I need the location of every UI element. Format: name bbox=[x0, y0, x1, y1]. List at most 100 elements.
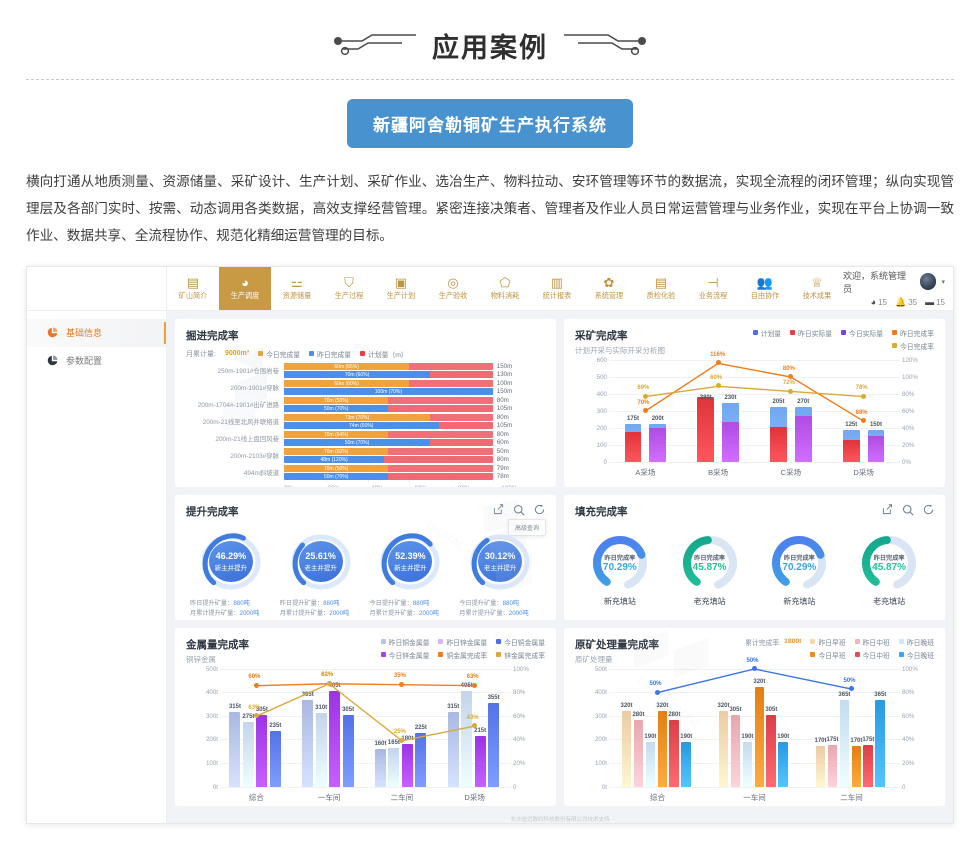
actual-bar[interactable] bbox=[722, 422, 739, 462]
actual-bar[interactable]: 70m (50%) bbox=[284, 397, 389, 405]
actual-bar[interactable]: 60m (60%) bbox=[284, 380, 410, 388]
bar[interactable] bbox=[329, 690, 341, 787]
bar[interactable] bbox=[718, 711, 729, 787]
bar[interactable] bbox=[388, 747, 400, 787]
bar[interactable] bbox=[815, 746, 826, 787]
bar[interactable] bbox=[256, 714, 268, 787]
legend-item[interactable]: 今日早班 bbox=[810, 650, 846, 660]
nav-item-5[interactable]: ◎ 生产验收 bbox=[427, 267, 479, 310]
sidebar-item-param-config[interactable]: 参数配置 bbox=[27, 347, 166, 375]
user-area[interactable]: 欢迎，系统管理员 ▾ ◕ 15 🔔 35 ▬ 15 bbox=[843, 267, 953, 310]
legend-item[interactable]: 昨日铜金属量 bbox=[380, 637, 429, 647]
legend-item[interactable]: 昨日早班 bbox=[810, 637, 846, 647]
nav-item-2[interactable]: ⚍ 资源储量 bbox=[271, 267, 323, 310]
plan-bar[interactable]: 50m (70%) bbox=[284, 439, 493, 447]
actual-bar[interactable]: 70m (50%) bbox=[284, 465, 389, 473]
bar[interactable] bbox=[645, 741, 656, 787]
actual-bar[interactable]: 70m (60%) bbox=[284, 448, 389, 456]
plan-bar[interactable]: 70m (50%) bbox=[284, 397, 493, 405]
plan-bar[interactable]: 70m (50%) bbox=[284, 465, 493, 473]
actual-bar[interactable] bbox=[697, 396, 715, 462]
bar[interactable] bbox=[229, 712, 241, 787]
actual-bar[interactable]: 74m (60%) bbox=[284, 422, 439, 430]
legend-item[interactable]: 铜金属完成率 bbox=[438, 650, 487, 660]
plan-bar[interactable]: 50m (70%) bbox=[284, 405, 493, 413]
plan-bar[interactable]: 60m (66%) bbox=[284, 363, 493, 371]
legend-item[interactable]: 今日中班 bbox=[854, 650, 890, 660]
bar[interactable] bbox=[633, 720, 644, 787]
plan-bar[interactable]: 73m (70%) bbox=[284, 414, 493, 422]
bar[interactable] bbox=[657, 711, 668, 787]
plan-bar[interactable]: 70m (60%) bbox=[284, 371, 493, 379]
counter[interactable]: 🔔 35 bbox=[895, 297, 917, 308]
sidebar-item-basic-info[interactable]: 基础信息 bbox=[27, 318, 166, 347]
plan-bar[interactable]: 70m (64%) bbox=[284, 431, 493, 439]
bar[interactable] bbox=[875, 700, 886, 787]
actual-bar[interactable]: 73m (70%) bbox=[284, 414, 431, 422]
legend-item[interactable]: 今日铜金属量 bbox=[496, 637, 545, 647]
refresh-icon[interactable] bbox=[923, 504, 934, 515]
plan-bar[interactable]: 74m (60%) bbox=[284, 422, 493, 430]
nav-item-12[interactable]: ♕ 技术成果 bbox=[791, 267, 843, 310]
bar[interactable] bbox=[851, 746, 862, 787]
bar[interactable] bbox=[474, 735, 486, 787]
nav-item-7[interactable]: ▥ 统计报表 bbox=[531, 267, 583, 310]
bar[interactable] bbox=[447, 712, 459, 787]
actual-bar[interactable] bbox=[842, 440, 860, 462]
nav-item-4[interactable]: ▣ 生产计划 bbox=[375, 267, 427, 310]
actual-bar[interactable]: 50m (70%) bbox=[284, 405, 389, 413]
legend-item[interactable]: 锌金属完成率 bbox=[496, 650, 545, 660]
bar[interactable] bbox=[374, 748, 386, 787]
export-icon[interactable] bbox=[882, 504, 893, 515]
counter[interactable]: ◕ 15 bbox=[871, 297, 887, 307]
legend-item[interactable]: 计划量 bbox=[752, 328, 781, 338]
plan-bar[interactable]: 50m (70%) bbox=[284, 473, 493, 481]
actual-bar[interactable]: 70m (64%) bbox=[284, 431, 389, 439]
legend-item[interactable]: 昨日中班 bbox=[854, 637, 890, 647]
actual-bar[interactable]: 48m (120%) bbox=[284, 456, 385, 464]
nav-item-8[interactable]: ✿ 系统管理 bbox=[583, 267, 635, 310]
data-point[interactable] bbox=[472, 723, 478, 729]
actual-bar[interactable] bbox=[624, 431, 642, 462]
bar[interactable] bbox=[242, 721, 254, 787]
nav-item-6[interactable]: ⬠ 物料消耗 bbox=[479, 267, 531, 310]
bar[interactable] bbox=[302, 700, 314, 787]
donut-ring[interactable]: 昨日完成率 45.87% bbox=[679, 535, 741, 591]
nav-item-10[interactable]: ⊣ 业务流程 bbox=[687, 267, 739, 310]
bar[interactable] bbox=[681, 741, 692, 787]
search-icon[interactable] bbox=[513, 504, 525, 516]
bar[interactable] bbox=[621, 711, 632, 787]
nav-item-9[interactable]: ▤ 质检化验 bbox=[635, 267, 687, 310]
bar[interactable] bbox=[730, 714, 741, 787]
refresh-icon[interactable] bbox=[534, 504, 545, 515]
bar[interactable] bbox=[742, 741, 753, 787]
legend-item[interactable]: 昨日晚班 bbox=[898, 637, 934, 647]
legend-item[interactable]: 今日实际量 bbox=[841, 328, 883, 338]
actual-bar[interactable]: 70m (60%) bbox=[284, 371, 431, 379]
plan-bar[interactable]: 60m (60%) bbox=[284, 380, 493, 388]
actual-bar[interactable]: 50m (70%) bbox=[284, 473, 389, 481]
gauge-ring[interactable]: 52.39% 新主井提升 bbox=[379, 532, 441, 591]
bar[interactable] bbox=[827, 745, 838, 787]
legend-item[interactable]: 今日完成率 bbox=[892, 341, 934, 351]
donut-ring[interactable]: 昨日完成率 70.29% bbox=[589, 535, 651, 591]
bar[interactable] bbox=[766, 714, 777, 787]
gauge-ring[interactable]: 30.12% 老主井提升 bbox=[469, 532, 531, 591]
actual-bar[interactable]: 60m (66%) bbox=[284, 363, 410, 371]
actual-bar[interactable] bbox=[867, 436, 885, 462]
actual-bar[interactable] bbox=[770, 426, 787, 462]
actual-bar[interactable]: 50m (70%) bbox=[284, 439, 431, 447]
bar[interactable] bbox=[488, 702, 500, 787]
nav-item-0[interactable]: ▤ 矿山简介 bbox=[167, 267, 219, 310]
legend-item[interactable]: 今日锌金属量 bbox=[380, 650, 429, 660]
bar[interactable] bbox=[778, 741, 789, 787]
bar[interactable] bbox=[269, 731, 281, 787]
legend-item[interactable]: 昨日锌金属量 bbox=[438, 637, 487, 647]
chevron-down-icon[interactable]: ▾ bbox=[941, 278, 945, 286]
bar[interactable] bbox=[754, 687, 765, 787]
nav-item-3[interactable]: ⛉ 生产过程 bbox=[323, 267, 375, 310]
donut-ring[interactable]: 昨日完成率 45.87% bbox=[858, 535, 920, 591]
search-icon[interactable] bbox=[902, 504, 914, 516]
counter[interactable]: ▬ 15 bbox=[925, 297, 945, 307]
export-icon[interactable] bbox=[493, 504, 504, 515]
